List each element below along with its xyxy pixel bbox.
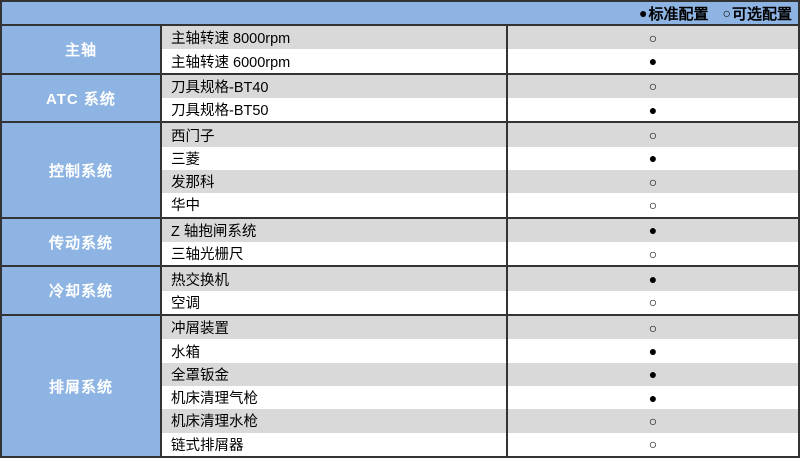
category-row-group: Z 轴抱闸系统 ● 三轴光栅尺 ○ bbox=[162, 218, 798, 268]
legend-optional: ○ 可选配置 bbox=[723, 3, 792, 24]
filled-circle-icon: ● bbox=[508, 386, 798, 410]
item-name: 三轴光栅尺 bbox=[162, 242, 508, 266]
legend-optional-label: 可选配置 bbox=[731, 5, 792, 23]
hollow-circle-icon: ○ bbox=[508, 432, 798, 456]
item-name: 热交换机 bbox=[162, 267, 508, 291]
hollow-circle-icon: ○ bbox=[508, 170, 798, 194]
hollow-circle-icon: ○ bbox=[508, 193, 798, 217]
item-name: 机床清理气枪 bbox=[162, 386, 508, 410]
hollow-circle-icon: ○ bbox=[508, 290, 798, 315]
hollow-circle-icon: ○ bbox=[508, 26, 798, 50]
category-cell: 主轴 bbox=[2, 26, 162, 75]
hollow-circle-icon: ○ bbox=[508, 123, 798, 147]
item-name: 西门子 bbox=[162, 123, 508, 147]
filled-circle-icon: ● bbox=[508, 267, 798, 291]
items-column: 主轴转速 8000rpm ○ 主轴转速 6000rpm ● 刀具规格-BT40 ○ 刀具规格… bbox=[162, 26, 798, 456]
item-name: 刀具规格-BT50 bbox=[162, 98, 508, 122]
category-row-group: 冲屑装置 ○ 水箱 ● 全罩钣金 ● 机床清理气枪 ● 机床清理水枪 ○ 链式排屑器 ○ bbox=[162, 316, 798, 456]
filled-circle-icon: ● bbox=[508, 146, 798, 170]
item-name: 主轴转速 8000rpm bbox=[162, 26, 508, 50]
table-row: 刀具规格-BT50 ● bbox=[162, 98, 798, 122]
category-label: 传动系统 bbox=[48, 234, 113, 252]
category-row-group: 热交换机 ● 空调 ○ bbox=[162, 267, 798, 317]
item-name: 发那科 bbox=[162, 170, 508, 194]
legend-group: ● 标准配置 ○ 可选配置 bbox=[639, 3, 792, 24]
item-name: 华中 bbox=[162, 193, 508, 217]
filled-circle-icon: ● bbox=[508, 362, 798, 386]
table-row: 发那科 ○ bbox=[162, 170, 798, 194]
table-row: 热交换机 ● bbox=[162, 267, 798, 291]
item-name: 链式排屑器 bbox=[162, 432, 508, 456]
table-row: 链式排屑器 ○ bbox=[162, 432, 798, 456]
table-row: 主轴转速 6000rpm ● bbox=[162, 49, 798, 73]
category-column: 主轴 ATC 系统 控制系统传动系统冷却系统排屑系统 bbox=[2, 26, 162, 457]
filled-circle-icon: ● bbox=[508, 339, 798, 363]
filled-circle-icon: ● bbox=[508, 98, 798, 122]
legend-standard: ● 标准配置 bbox=[639, 3, 708, 24]
category-cell: 传动系统 bbox=[2, 218, 162, 268]
item-name: 主轴转速 6000rpm bbox=[162, 49, 508, 73]
filled-circle-icon: ● bbox=[639, 5, 648, 21]
hollow-circle-icon: ○ bbox=[508, 242, 798, 266]
legend-standard-label: 标准配置 bbox=[648, 5, 709, 23]
filled-circle-icon: ● bbox=[508, 218, 798, 243]
legend-header: ● 标准配置 ○ 可选配置 bbox=[0, 0, 800, 26]
category-cell: 控制系统 bbox=[2, 123, 162, 219]
table-row: 冲屑装置 ○ bbox=[162, 316, 798, 340]
item-name: 冲屑装置 bbox=[162, 316, 508, 340]
category-label: 排屑系统 bbox=[48, 378, 113, 396]
item-name: Z 轴抱闸系统 bbox=[162, 218, 508, 243]
item-name: 水箱 bbox=[162, 339, 508, 363]
table-row: Z 轴抱闸系统 ● bbox=[162, 218, 798, 243]
table-row: 华中 ○ bbox=[162, 193, 798, 217]
table-body: 主轴 ATC 系统 控制系统 传动系统 冷却系统 排屑系统 主轴转速 8000rpm ○ 主轴… bbox=[0, 26, 800, 458]
category-label: 冷却系统 bbox=[48, 283, 113, 301]
item-name: 机床清理水枪 bbox=[162, 409, 508, 433]
table-row: 刀具规格-BT40 ○ bbox=[162, 74, 798, 99]
item-name: 三菱 bbox=[162, 146, 508, 170]
category-row-group: 主轴转速 8000rpm ○ 主轴转速 6000rpm ● bbox=[162, 26, 798, 75]
hollow-circle-icon: ○ bbox=[508, 316, 798, 340]
category-cell: 冷却系统 bbox=[2, 267, 162, 317]
category-cell: ATC 系统 bbox=[2, 74, 162, 124]
table-row: 三轴光栅尺 ○ bbox=[162, 242, 798, 266]
table-row: 西门子 ○ bbox=[162, 123, 798, 147]
table-row: 主轴转速 8000rpm ○ bbox=[162, 26, 798, 50]
table-row: 全罩钣金 ● bbox=[162, 362, 798, 386]
item-name: 全罩钣金 bbox=[162, 362, 508, 386]
category-label: 控制系统 bbox=[48, 162, 113, 180]
table-row: 机床清理气枪 ● bbox=[162, 386, 798, 410]
filled-circle-icon: ● bbox=[508, 49, 798, 73]
hollow-circle-icon: ○ bbox=[508, 409, 798, 433]
hollow-circle-icon: ○ bbox=[508, 74, 798, 99]
item-name: 刀具规格-BT40 bbox=[162, 74, 508, 99]
table-row: 空调 ○ bbox=[162, 290, 798, 315]
category-row-group: 刀具规格-BT40 ○ 刀具规格-BT50 ● bbox=[162, 74, 798, 124]
table-row: 三菱 ● bbox=[162, 146, 798, 170]
table-row: 机床清理水枪 ○ bbox=[162, 409, 798, 433]
category-label: 主轴 bbox=[64, 41, 97, 59]
category-label: ATC 系统 bbox=[46, 90, 116, 108]
table-row: 水箱 ● bbox=[162, 339, 798, 363]
category-row-group: 西门子 ○ 三菱 ● 发那科 ○ 华中 ○ bbox=[162, 123, 798, 219]
category-cell: 排屑系统 bbox=[2, 316, 162, 457]
hollow-circle-icon: ○ bbox=[722, 5, 731, 21]
item-name: 空调 bbox=[162, 290, 508, 315]
